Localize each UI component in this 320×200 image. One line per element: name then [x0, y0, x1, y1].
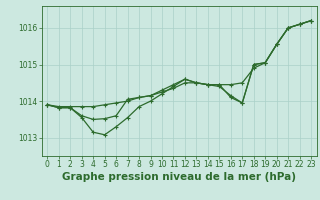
X-axis label: Graphe pression niveau de la mer (hPa): Graphe pression niveau de la mer (hPa) — [62, 172, 296, 182]
